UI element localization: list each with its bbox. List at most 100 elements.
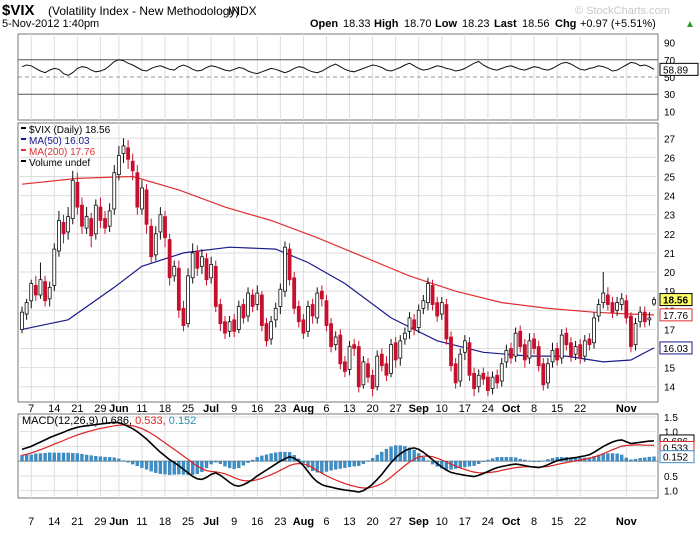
macd-histogram-bar [94, 455, 98, 462]
rsi-y-tick: 30 [664, 90, 676, 101]
macd-histogram-bar [121, 460, 126, 462]
macd-histogram-bar [629, 459, 633, 462]
candle-body [522, 344, 527, 361]
candle-body [306, 306, 310, 332]
candle-body [536, 346, 541, 367]
candle-body [70, 179, 75, 219]
macd-histogram-bar [84, 454, 89, 462]
candle-body [430, 285, 435, 305]
x-tick-label: 23 [274, 403, 286, 415]
x-tick-label: 11 [136, 403, 147, 415]
macd-histogram-bar [315, 461, 319, 473]
macd-histogram-bar [66, 452, 70, 462]
macd-histogram-bar [620, 454, 624, 462]
macd-histogram-bar [329, 461, 333, 471]
macd-badge-label: 0.533 [663, 443, 688, 454]
macd-histogram-bar [98, 456, 103, 462]
candle-body [107, 210, 112, 227]
price-y-tick: 24 [664, 192, 676, 203]
legend-swatch [21, 138, 26, 140]
candle-body [402, 332, 407, 340]
candle-body [296, 306, 301, 323]
macd-histogram-bar [472, 461, 476, 466]
macd-histogram-bar [34, 453, 38, 462]
macd-histogram-bar [343, 461, 347, 468]
macd-histogram-bar [177, 461, 181, 475]
macd-histogram-bar [172, 461, 176, 475]
candle-body [163, 216, 167, 239]
candle-body [209, 264, 214, 279]
candle-body [439, 302, 444, 315]
price-badge-label: 16.03 [663, 344, 688, 355]
price-badge-label: 17.76 [663, 311, 688, 322]
macd-histogram-bar [624, 457, 628, 462]
candle-body [393, 342, 398, 361]
candle-body [564, 332, 569, 346]
macd-histogram-bar [149, 461, 153, 472]
macd-title-part: 0.152 [169, 415, 197, 427]
macd-histogram-bar [24, 454, 29, 462]
candle-body [43, 281, 47, 302]
candle-body [273, 307, 278, 321]
macd-histogram-bar [223, 461, 227, 467]
candle-body [190, 252, 195, 279]
candle-body [315, 292, 320, 319]
x-tick-label: Sep [409, 403, 429, 415]
candle-body [596, 304, 601, 317]
macd-histogram-bar [320, 461, 324, 473]
macd-histogram-bar [38, 453, 43, 462]
x-tick-label-bottom: 27 [390, 516, 402, 528]
candle-body [176, 267, 181, 311]
candle-body [227, 321, 232, 332]
macd-histogram-bar [523, 459, 527, 462]
candle-body [38, 279, 43, 296]
candle-body [195, 250, 200, 269]
x-tick-label-bottom: Nov [616, 516, 638, 528]
macd-histogram-bar [601, 453, 605, 462]
macd-histogram-bar [366, 460, 370, 462]
x-tick-label-bottom: 24 [482, 516, 494, 528]
candle-body [204, 258, 209, 281]
candle-body [375, 355, 380, 388]
candle-body [486, 376, 490, 391]
macd-histogram-bar [546, 459, 550, 462]
candle-body [518, 330, 523, 347]
rsi-value-badge [659, 62, 699, 76]
macd-histogram-bar [191, 461, 195, 475]
candle-body [407, 317, 412, 332]
macd-histogram-bar [269, 453, 273, 462]
candle-body [278, 288, 283, 307]
candle-body [167, 239, 172, 279]
candle-body [158, 214, 163, 233]
candle-body [467, 342, 472, 376]
candle-body [343, 361, 347, 372]
price-badge-label: 18.56 [663, 296, 688, 307]
macd-histogram-bar [80, 453, 84, 462]
macd-histogram-bar [467, 461, 472, 467]
price-y-tick: 26 [664, 153, 676, 164]
chg-label: Chg [555, 18, 576, 30]
x-tick-label-bottom: 25 [182, 516, 194, 528]
candle-body [624, 300, 629, 319]
macd-line [21, 421, 655, 493]
macd-badge-hist [659, 450, 695, 464]
macd-histogram-bar [389, 446, 393, 462]
macd-histogram-bar [509, 457, 513, 462]
macd-histogram-bar [158, 461, 163, 474]
macd-histogram-bar [260, 455, 264, 462]
x-tick-label-bottom: 20 [366, 516, 378, 528]
candle-body [370, 374, 375, 390]
macd-histogram-bar [361, 461, 366, 464]
candle-body [582, 340, 587, 357]
rsi-y-tick: 10 [664, 107, 676, 118]
candle-body [449, 336, 453, 367]
candle-body [476, 374, 481, 388]
macd-histogram-bar [615, 453, 619, 462]
candle-body [435, 302, 440, 317]
symbol-name: (Volatility Index - New Methodology) [48, 4, 239, 18]
price-badge-last [659, 293, 693, 307]
last-value: 18.56 [522, 18, 550, 30]
x-tick-label-bottom: 29 [94, 516, 106, 528]
candle-body [66, 216, 71, 233]
x-tick-label: 17 [459, 403, 471, 415]
